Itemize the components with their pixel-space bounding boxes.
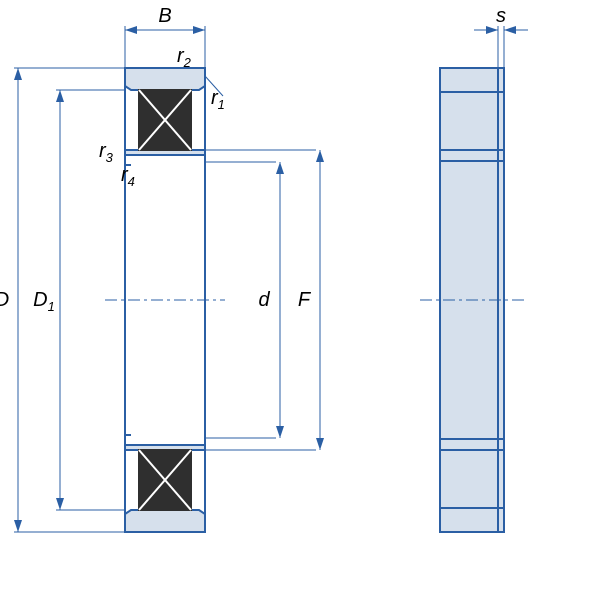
- svg-text:D: D: [0, 289, 9, 311]
- svg-text:B: B: [158, 5, 171, 27]
- svg-text:d: d: [258, 289, 270, 311]
- bearing-diagram: r1r2r3r4DD1dFBs: [0, 0, 600, 600]
- svg-text:s: s: [496, 5, 506, 27]
- svg-text:F: F: [298, 289, 312, 311]
